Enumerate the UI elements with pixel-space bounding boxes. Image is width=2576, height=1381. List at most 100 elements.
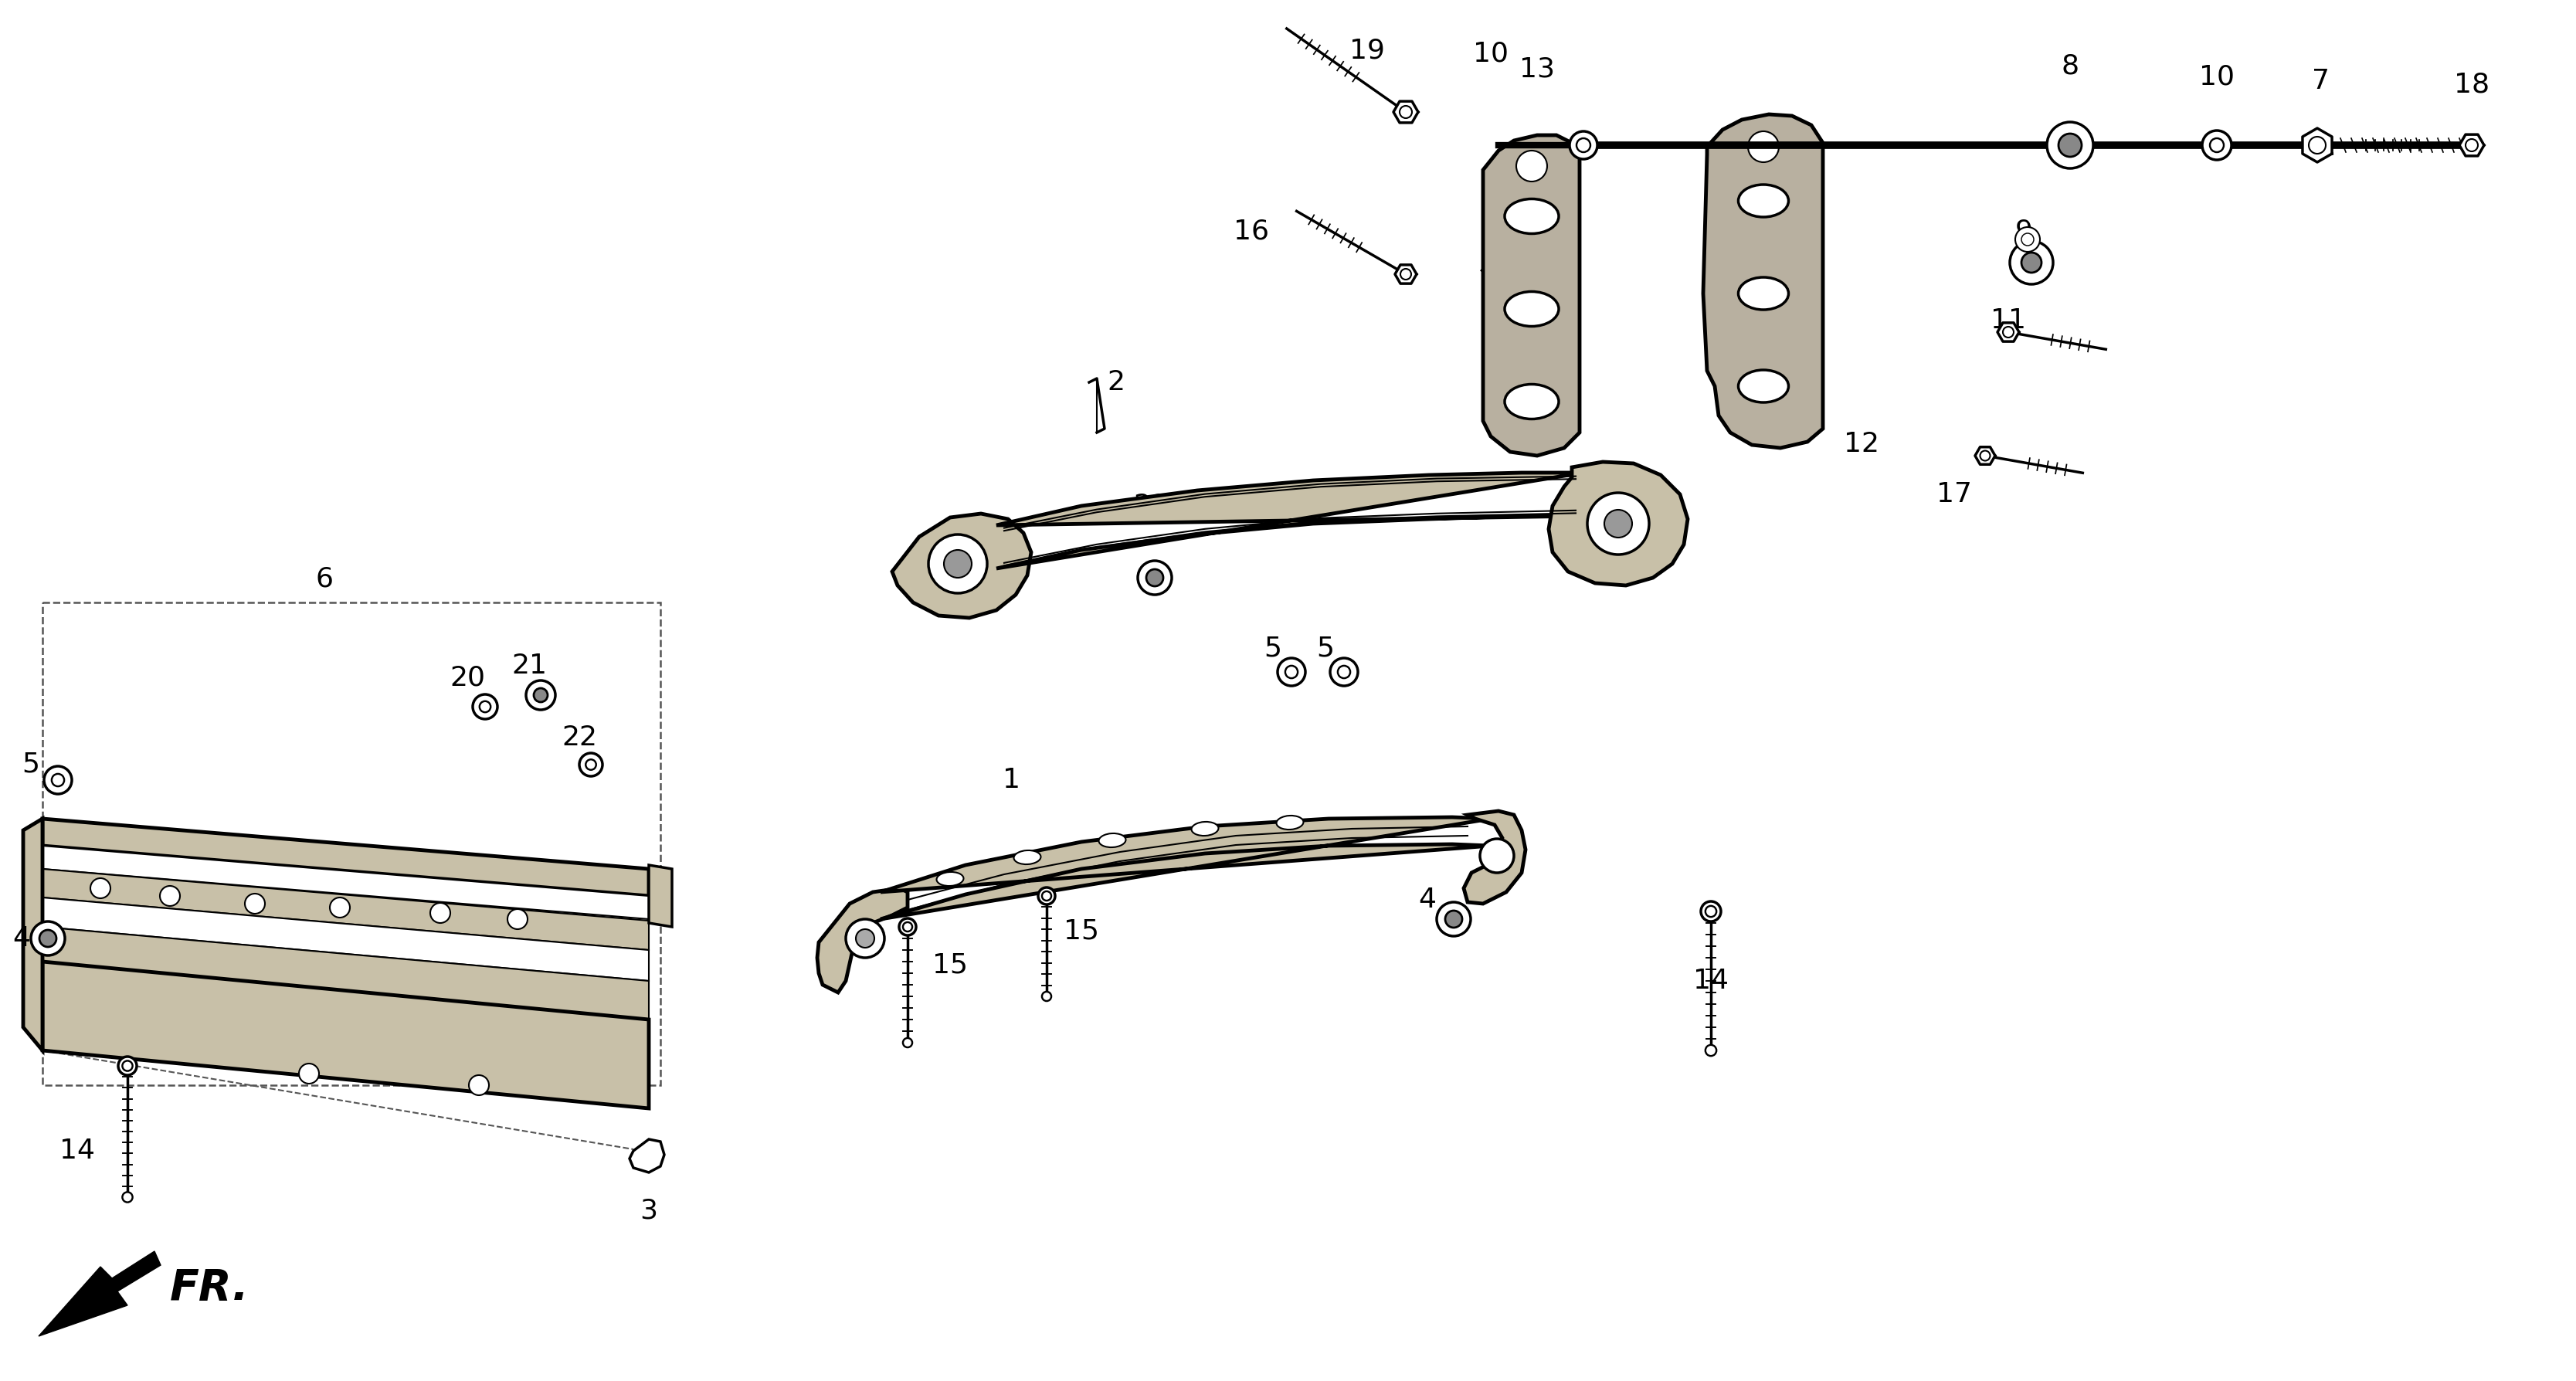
- Polygon shape: [1463, 811, 1525, 903]
- Circle shape: [474, 695, 497, 720]
- Ellipse shape: [1739, 185, 1788, 217]
- Text: 21: 21: [513, 653, 546, 679]
- Circle shape: [2048, 122, 2094, 168]
- Circle shape: [533, 688, 549, 702]
- Text: 18: 18: [2455, 72, 2488, 98]
- Text: 9: 9: [2014, 218, 2032, 244]
- Polygon shape: [1996, 323, 2020, 341]
- Circle shape: [507, 909, 528, 929]
- Polygon shape: [997, 472, 1584, 569]
- Text: 21: 21: [1133, 493, 1170, 519]
- Circle shape: [90, 878, 111, 898]
- Polygon shape: [39, 1251, 160, 1337]
- Circle shape: [2202, 131, 2231, 160]
- Circle shape: [927, 534, 987, 594]
- Circle shape: [1569, 131, 1597, 159]
- Polygon shape: [1394, 101, 1419, 123]
- Circle shape: [2058, 134, 2081, 157]
- Circle shape: [526, 681, 556, 710]
- Circle shape: [1139, 561, 1172, 595]
- Polygon shape: [2460, 134, 2483, 156]
- Polygon shape: [629, 1139, 665, 1172]
- Ellipse shape: [1739, 278, 1788, 309]
- Circle shape: [2014, 226, 2040, 251]
- Circle shape: [1329, 659, 1358, 686]
- Circle shape: [299, 1063, 319, 1084]
- Circle shape: [1749, 131, 1780, 162]
- Ellipse shape: [1015, 851, 1041, 865]
- Text: 5: 5: [1316, 635, 1334, 661]
- Text: 15: 15: [933, 953, 969, 979]
- Text: 22: 22: [562, 725, 598, 751]
- Text: 14: 14: [59, 1138, 95, 1164]
- Circle shape: [1146, 569, 1164, 586]
- Text: 7: 7: [2313, 68, 2329, 94]
- Polygon shape: [817, 888, 907, 993]
- Circle shape: [430, 903, 451, 923]
- Text: 19: 19: [1350, 37, 1386, 64]
- Text: 14: 14: [1692, 968, 1728, 994]
- Text: 2: 2: [1108, 369, 1126, 395]
- Text: 4: 4: [13, 925, 31, 952]
- Polygon shape: [1484, 135, 1579, 456]
- Text: 16: 16: [1234, 218, 1270, 244]
- Circle shape: [845, 920, 884, 958]
- Polygon shape: [41, 869, 649, 950]
- Text: 17: 17: [1937, 481, 1973, 507]
- Circle shape: [943, 550, 971, 577]
- Circle shape: [1481, 838, 1515, 873]
- Text: 6: 6: [314, 566, 332, 592]
- Text: FR.: FR.: [170, 1268, 250, 1309]
- Circle shape: [899, 918, 917, 935]
- Polygon shape: [41, 845, 649, 920]
- Circle shape: [39, 929, 57, 947]
- Polygon shape: [881, 818, 1492, 920]
- Ellipse shape: [1278, 816, 1303, 830]
- Text: 12: 12: [1844, 431, 1880, 457]
- Circle shape: [1517, 151, 1548, 181]
- Text: 11: 11: [1991, 308, 2027, 334]
- Polygon shape: [649, 865, 672, 927]
- Text: 1: 1: [1002, 766, 1020, 793]
- Ellipse shape: [1739, 370, 1788, 402]
- Circle shape: [2022, 253, 2043, 272]
- Polygon shape: [2303, 128, 2331, 162]
- Circle shape: [121, 1192, 131, 1203]
- Circle shape: [31, 921, 64, 956]
- Circle shape: [1705, 1045, 1716, 1056]
- Polygon shape: [1396, 265, 1417, 283]
- Ellipse shape: [1504, 199, 1558, 233]
- Circle shape: [1038, 888, 1056, 905]
- Polygon shape: [23, 819, 41, 1051]
- Circle shape: [1041, 992, 1051, 1001]
- Ellipse shape: [1100, 833, 1126, 848]
- Text: 15: 15: [1064, 917, 1100, 943]
- Circle shape: [2210, 138, 2223, 152]
- Circle shape: [1700, 902, 1721, 921]
- Polygon shape: [41, 927, 649, 1019]
- Ellipse shape: [1504, 291, 1558, 326]
- Text: 5: 5: [23, 751, 39, 778]
- Circle shape: [245, 894, 265, 914]
- Circle shape: [1577, 138, 1589, 152]
- Circle shape: [1605, 510, 1633, 537]
- Circle shape: [1445, 910, 1463, 928]
- Bar: [41, 602, 659, 1085]
- Circle shape: [160, 885, 180, 906]
- Circle shape: [44, 766, 72, 794]
- Ellipse shape: [938, 871, 963, 887]
- Text: 10: 10: [2200, 64, 2233, 90]
- Circle shape: [855, 929, 873, 947]
- Text: 8: 8: [2061, 52, 2079, 79]
- Circle shape: [904, 1039, 912, 1047]
- Text: 13: 13: [1520, 57, 1556, 83]
- Circle shape: [2009, 240, 2053, 284]
- Polygon shape: [41, 819, 649, 896]
- Circle shape: [2022, 233, 2035, 246]
- Polygon shape: [41, 961, 649, 1109]
- Polygon shape: [1703, 115, 1824, 447]
- Text: 3: 3: [639, 1197, 657, 1224]
- Text: 4: 4: [1419, 887, 1437, 913]
- Text: 5: 5: [1265, 635, 1283, 661]
- Circle shape: [118, 1056, 137, 1076]
